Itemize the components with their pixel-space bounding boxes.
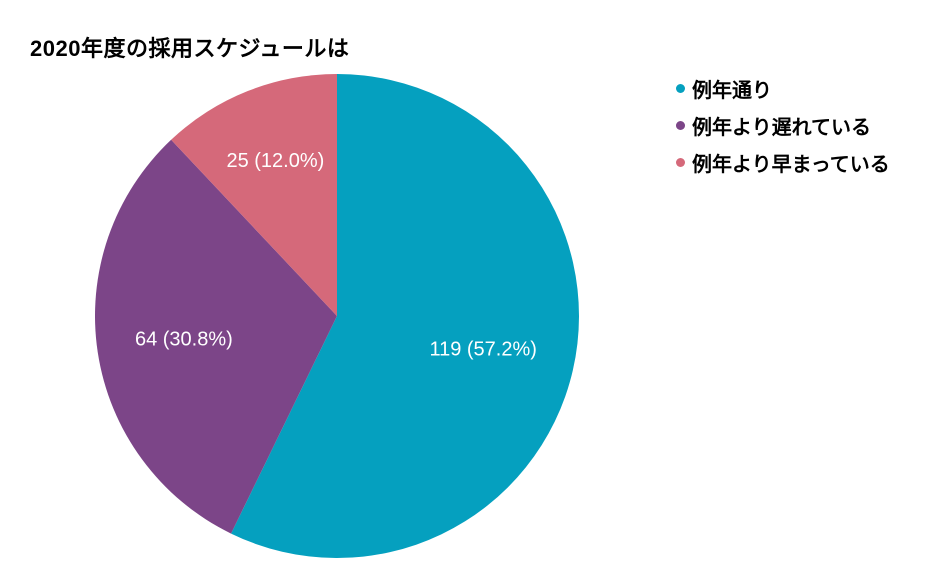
pie-slice-2[interactable] (171, 74, 337, 316)
legend-swatch-icon (676, 84, 685, 93)
pie-slice-0[interactable] (231, 74, 579, 559)
pie-slice-value-label: 119 (57.2%) (429, 339, 536, 361)
pie-slice-value-label: 25 (12.0%) (226, 150, 324, 172)
legend-item-earlier-than-usual[interactable]: 例年より早まっている (676, 144, 890, 181)
chart-title: 2020年度の採用スケジュールは (30, 36, 350, 61)
legend-swatch-icon (676, 121, 685, 130)
pie-slice-1[interactable] (95, 139, 337, 534)
legend-item-label: 例年通り (692, 80, 772, 102)
legend-item-later-than-usual[interactable]: 例年より遅れている (676, 107, 890, 144)
legend-swatch-icon (676, 158, 685, 167)
legend: 例年通り 例年より遅れている 例年より早まっている (676, 70, 890, 181)
legend-item-label: 例年より早まっている (692, 154, 890, 176)
legend-item-on-schedule[interactable]: 例年通り (676, 70, 890, 107)
legend-item-label: 例年より遅れている (692, 117, 871, 139)
pie-slice-value-label: 64 (30.8%) (135, 328, 233, 350)
